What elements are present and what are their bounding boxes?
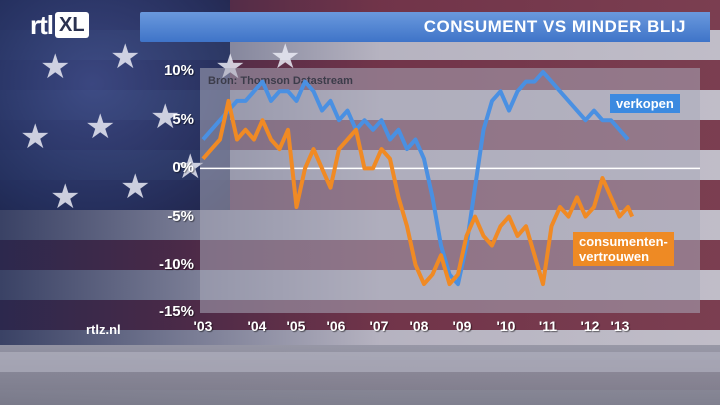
- y-tick-label: -15%: [158, 303, 194, 320]
- logo-xl-text: XL: [55, 12, 89, 38]
- x-tick-label: '09: [452, 318, 472, 334]
- x-tick-label: '04: [247, 318, 267, 334]
- x-tick-label: '06: [326, 318, 346, 334]
- legend-consumentenvertrouwen: consumenten-vertrouwen: [573, 232, 674, 266]
- series-line-verkopen: [201, 70, 630, 287]
- star-icon: ★: [120, 168, 151, 206]
- x-tick-label: '08: [409, 318, 429, 334]
- footer-url: rtlz.nl: [86, 322, 121, 337]
- star-icon: ★: [150, 98, 181, 136]
- chart-source: Bron: Thomson Datastream: [208, 75, 353, 87]
- title-bar: CONSUMENT VS MINDER BLIJ: [140, 12, 710, 42]
- x-tick-label: '10: [496, 318, 516, 334]
- page-title: CONSUMENT VS MINDER BLIJ: [423, 17, 686, 36]
- rtlxl-logo: rtl XL: [30, 10, 89, 40]
- logo-rtl-text: rtl: [30, 9, 54, 40]
- x-tick-label: '03: [193, 318, 213, 334]
- star-icon: ★: [40, 48, 71, 86]
- x-tick-label: '05: [286, 318, 306, 334]
- star-icon: ★: [85, 108, 116, 146]
- star-icon: ★: [20, 118, 51, 156]
- legend-verkopen: verkopen: [610, 94, 680, 113]
- x-tick-label: '11: [538, 318, 558, 334]
- y-tick-label: -5%: [167, 208, 194, 225]
- y-tick-label: 0%: [172, 159, 194, 176]
- series-line-consumentenvertrouwen: [201, 98, 635, 287]
- x-tick-label: '12: [580, 318, 600, 334]
- y-tick-label: 5%: [172, 111, 194, 128]
- x-tick-label: '13: [610, 318, 630, 334]
- y-tick-label: -10%: [158, 256, 194, 273]
- star-icon: ★: [110, 38, 141, 76]
- star-icon: ★: [50, 178, 81, 216]
- x-tick-label: '07: [369, 318, 389, 334]
- y-tick-label: 10%: [163, 62, 194, 79]
- bottom-stripe: [0, 352, 720, 372]
